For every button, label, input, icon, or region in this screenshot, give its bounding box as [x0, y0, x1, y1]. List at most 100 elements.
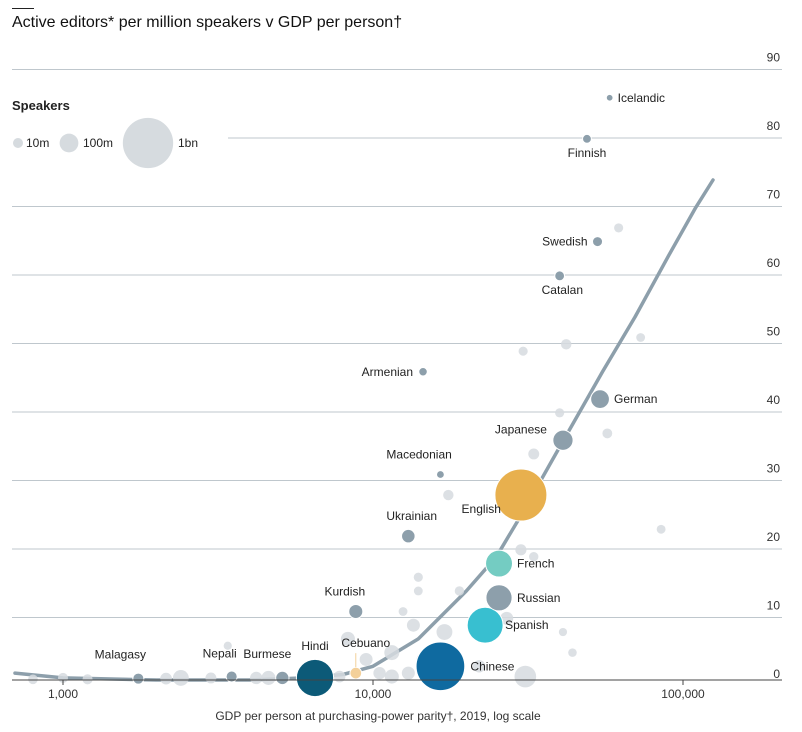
- point-swedish: [592, 236, 604, 248]
- point-japanese: [552, 429, 574, 451]
- point-background: [205, 672, 217, 684]
- point-background: [413, 586, 423, 596]
- point-background: [602, 428, 613, 439]
- point-background: [636, 333, 646, 342]
- point-background: [406, 618, 420, 632]
- point-background: [223, 641, 232, 650]
- legend-bubble-10m: [12, 137, 24, 149]
- label-english: English: [462, 502, 501, 516]
- point-russian: [485, 584, 513, 612]
- point-background: [614, 223, 624, 233]
- label-spanish: Spanish: [505, 618, 548, 632]
- point-background: [656, 524, 666, 534]
- point-background: [558, 627, 568, 637]
- point-cebuano: [349, 666, 363, 680]
- point-spanish: [466, 606, 504, 644]
- point-malagasy: [132, 672, 145, 685]
- point-background: [454, 586, 465, 596]
- legend: Speakers 10m 100m 1bn: [12, 98, 198, 169]
- legend-label-100m: 100m: [83, 136, 113, 150]
- point-armenian: [418, 366, 428, 377]
- point-finnish: [582, 133, 592, 144]
- y-tick-label: 60: [767, 256, 781, 270]
- label-macedonian: Macedonian: [386, 448, 451, 462]
- x-tick-label: 10,000: [355, 687, 392, 701]
- y-tick-label: 90: [767, 51, 781, 65]
- y-tick-labels: 0 10 20 30 40 50 60 70 80 90: [767, 51, 781, 682]
- point-background: [373, 666, 386, 680]
- point-background: [333, 670, 346, 683]
- label-burmese: Burmese: [243, 647, 291, 661]
- point-background: [384, 645, 400, 661]
- legend-label-1bn: 1bn: [178, 136, 198, 150]
- legend-bubble-1bn: [122, 117, 174, 169]
- label-swedish: Swedish: [542, 235, 587, 249]
- point-background: [514, 665, 537, 688]
- label-malagasy: Malagasy: [95, 648, 146, 662]
- point-background: [401, 666, 415, 680]
- point-background: [500, 611, 514, 625]
- point-background: [359, 652, 373, 666]
- label-nepali: Nepali: [203, 647, 237, 661]
- point-german: [590, 389, 610, 410]
- label-japanese: Japanese: [495, 422, 547, 436]
- gridlines: [12, 69, 782, 618]
- point-background: [472, 660, 486, 673]
- point-background: [528, 448, 540, 460]
- label-icelandic: Icelandic: [618, 91, 665, 105]
- chart-title: Active editors* per million speakers v G…: [12, 14, 403, 31]
- point-macedonian: [436, 470, 445, 479]
- data-points: [28, 93, 666, 698]
- y-tick-label: 70: [767, 188, 781, 202]
- point-background: [518, 346, 528, 356]
- point-chinese: [415, 641, 466, 692]
- point-background: [413, 572, 423, 582]
- y-tick-label: 40: [767, 393, 781, 407]
- point-background: [28, 674, 38, 685]
- x-tick-label: 1,000: [48, 687, 78, 701]
- label-russian: Russian: [517, 591, 560, 605]
- point-english: [494, 468, 548, 522]
- point-background: [160, 672, 172, 685]
- point-labels: Icelandic Finnish Swedish Catalan Armenian Ge…: [95, 91, 665, 674]
- label-cebuano: Cebuano: [341, 636, 390, 650]
- y-tick-label: 10: [767, 599, 781, 613]
- label-chinese: Chinese: [470, 659, 514, 673]
- point-hindi: [295, 658, 335, 698]
- point-catalan: [554, 270, 566, 282]
- x-tick-label: 100,000: [661, 687, 705, 701]
- label-kurdish: Kurdish: [324, 585, 365, 599]
- x-axis: 1,000 10,000 100,000 GDP per person at purc…: [12, 679, 782, 723]
- label-german: German: [614, 392, 657, 406]
- point-background: [261, 670, 276, 685]
- legend-title: Speakers: [12, 98, 70, 113]
- label-hindi: Hindi: [301, 639, 328, 653]
- y-tick-label: 50: [767, 325, 781, 339]
- point-kurdish: [348, 603, 364, 620]
- point-background: [172, 670, 189, 686]
- point-background: [560, 339, 572, 350]
- y-tick-label: 20: [767, 530, 781, 544]
- point-burmese: [275, 670, 290, 686]
- point-background: [384, 669, 399, 684]
- point-background: [250, 671, 263, 685]
- legend-label-10m: 10m: [26, 136, 49, 150]
- y-tick-label: 30: [767, 462, 781, 476]
- label-armenian: Armenian: [362, 365, 413, 379]
- point-background: [555, 408, 565, 418]
- y-tick-label: 80: [767, 119, 781, 133]
- label-finnish: Finnish: [568, 146, 607, 160]
- point-background: [398, 607, 408, 616]
- point-background: [529, 552, 539, 562]
- point-icelandic: [605, 93, 614, 102]
- point-background: [515, 544, 527, 556]
- title-rule: [12, 8, 34, 9]
- label-french: French: [517, 557, 554, 571]
- y-tick-label: 0: [773, 667, 780, 681]
- point-background: [82, 674, 93, 685]
- point-background: [443, 489, 454, 501]
- x-axis-label: GDP per person at purchasing-power parit…: [215, 709, 541, 723]
- point-ukrainian: [401, 528, 416, 544]
- legend-bubble-100m: [59, 133, 79, 153]
